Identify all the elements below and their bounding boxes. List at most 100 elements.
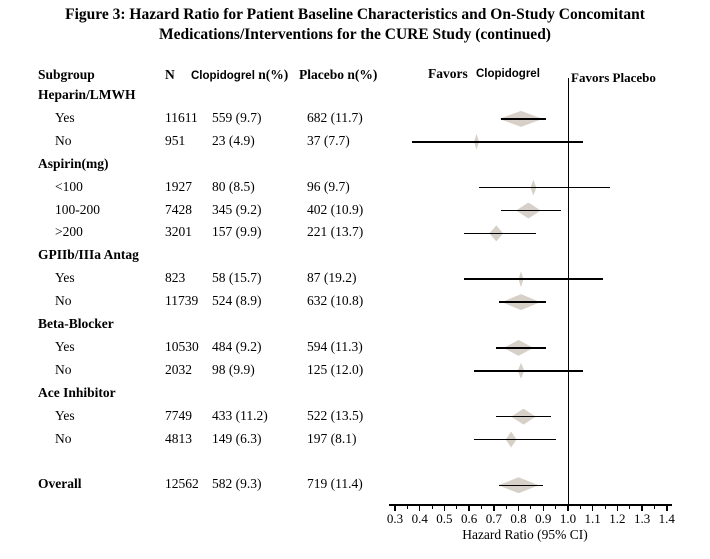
n-value: 2032	[165, 361, 192, 377]
subgroup-label: No	[55, 293, 72, 309]
subgroup-label: Beta-Blocker	[38, 316, 114, 331]
x-axis-minor-tick	[406, 505, 408, 509]
placebo-value: 632 (10.8)	[307, 293, 364, 309]
table-row: Aspirin(mg)	[0, 156, 710, 174]
n-value: 823	[165, 270, 186, 286]
subgroup-label: No	[55, 132, 72, 148]
ci-line	[501, 118, 546, 120]
subgroup-label: Yes	[55, 109, 75, 125]
ci-line	[496, 415, 551, 418]
clopidogrel-value: 80 (8.5)	[212, 178, 255, 194]
favors-placebo-label: Favors Placebo	[571, 70, 656, 85]
table-row: Yes 823 58 (15.7) 87 (19.2)	[0, 270, 710, 288]
ci-line	[464, 278, 603, 280]
x-axis-tick-label: 0.9	[535, 511, 552, 526]
n-value: 951	[165, 132, 186, 148]
n-value: 4813	[165, 430, 192, 446]
x-axis-minor-tick	[604, 505, 606, 509]
placebo-value: 719 (11.4)	[307, 476, 363, 492]
subgroup-label: Heparin/LMWH	[38, 87, 136, 102]
subgroup-label: Yes	[55, 338, 75, 354]
table-row: Yes 10530 484 (9.2) 594 (11.3)	[0, 339, 710, 357]
ci-line	[479, 186, 610, 189]
col-header-clopidogrel-word: Clopidogrel	[191, 70, 255, 82]
col-header-subgroup: Subgroup	[38, 67, 95, 82]
table-row: Yes 11611 559 (9.7) 682 (11.7)	[0, 110, 710, 128]
clopidogrel-value: 157 (9.9)	[212, 224, 262, 240]
x-axis-tick-label: 1.4	[658, 511, 675, 526]
subgroup-label: Ace Inhibitor	[38, 384, 116, 400]
subgroup-label: Yes	[55, 270, 75, 286]
x-axis-tick-label: 1.0	[559, 511, 577, 526]
x-axis-minor-tick	[579, 505, 581, 509]
subgroup-label: No	[55, 361, 72, 377]
placebo-value: 87 (19.2)	[307, 270, 357, 286]
x-axis-tick-label: 0.5	[436, 511, 453, 526]
ci-line	[474, 370, 583, 372]
clopidogrel-value: 23 (4.9)	[212, 132, 255, 148]
placebo-value: 125 (12.0)	[307, 361, 364, 377]
subgroup-label: 100-200	[55, 201, 100, 217]
x-axis-minor-tick	[629, 505, 631, 509]
figure-title: Figure 3: Hazard Ratio for Patient Basel…	[0, 5, 710, 45]
x-axis-major-tick	[567, 505, 569, 511]
clopidogrel-value: 484 (9.2)	[212, 338, 262, 354]
subgroup-label: Aspirin(mg)	[38, 155, 109, 171]
n-value: 1927	[165, 178, 192, 194]
favors-clopidogrel-label-word2: Clopidogrel	[476, 68, 540, 80]
x-axis-label: Hazard Ratio (95% CI)	[462, 527, 588, 542]
subgroup-label: <100	[55, 178, 83, 194]
subgroup-label: No	[55, 430, 72, 446]
placebo-value: 221 (13.7)	[307, 224, 364, 240]
n-value: 3201	[165, 224, 192, 240]
table-row: Heparin/LMWH	[0, 87, 710, 105]
x-axis-tick-label: 0.6	[461, 511, 478, 526]
x-axis-tick-label: 1.2	[609, 511, 626, 526]
x-axis-minor-tick	[431, 505, 433, 509]
table-row: No 11739 524 (8.9) 632 (10.8)	[0, 293, 710, 311]
col-header-clopidogrel-npct: n(%)	[258, 67, 289, 82]
table-row: Ace Inhibitor	[0, 385, 710, 403]
figure-title-line1: Figure 3: Hazard Ratio for Patient Basel…	[65, 6, 645, 23]
table-row: Beta-Blocker	[0, 316, 710, 334]
favors-clopidogrel-label-word1: Favors	[428, 66, 468, 81]
ci-line	[474, 438, 556, 441]
placebo-value: 197 (8.1)	[307, 430, 357, 446]
x-axis-minor-tick	[480, 505, 482, 509]
x-axis-tick-label: 1.3	[633, 511, 651, 526]
clopidogrel-value: 524 (8.9)	[212, 293, 262, 309]
n-value: 12562	[165, 476, 199, 492]
table-row: GPIIb/IIIa Antag	[0, 247, 710, 265]
table-row: No 2032 98 (9.9) 125 (12.0)	[0, 362, 710, 380]
x-axis-tick-label: 0.3	[386, 511, 404, 526]
n-value: 10530	[165, 338, 199, 354]
placebo-value: 594 (11.3)	[307, 338, 363, 354]
clopidogrel-value: 345 (9.2)	[212, 201, 262, 217]
table-row: 100-200 7428 345 (9.2) 402 (10.9)	[0, 202, 710, 220]
table-row: No 951 23 (4.9) 37 (7.7)	[0, 133, 710, 151]
subgroup-label: GPIIb/IIIa Antag	[38, 247, 139, 263]
table-row: Overall 12562 582 (9.3) 719 (11.4)	[0, 476, 710, 494]
x-axis-tick-label: 0.7	[485, 511, 502, 526]
subgroup-label: Overall	[38, 476, 82, 492]
x-axis-minor-tick	[530, 505, 532, 509]
clopidogrel-value: 433 (11.2)	[212, 407, 268, 423]
x-axis-major-tick	[468, 505, 470, 511]
table-row: <100 1927 80 (8.5) 96 (9.7)	[0, 179, 710, 197]
x-axis-minor-tick	[456, 505, 458, 509]
n-value: 7749	[165, 407, 192, 423]
clopidogrel-value: 98 (9.9)	[212, 361, 255, 377]
table-row: No 4813 149 (6.3) 197 (8.1)	[0, 431, 710, 449]
placebo-value: 522 (13.5)	[307, 407, 364, 423]
x-axis-tick-label: 0.8	[510, 511, 527, 526]
ci-line	[464, 232, 536, 235]
x-axis-major-tick	[418, 505, 421, 511]
figure-title-line2: Medications/Interventions for the CURE S…	[159, 26, 551, 43]
placebo-value: 37 (7.7)	[307, 132, 350, 148]
x-axis-major-tick	[493, 505, 495, 511]
ci-line	[496, 347, 546, 349]
ci-line	[498, 301, 546, 303]
placebo-value: 682 (11.7)	[307, 109, 363, 125]
x-axis-major-tick	[666, 505, 668, 511]
